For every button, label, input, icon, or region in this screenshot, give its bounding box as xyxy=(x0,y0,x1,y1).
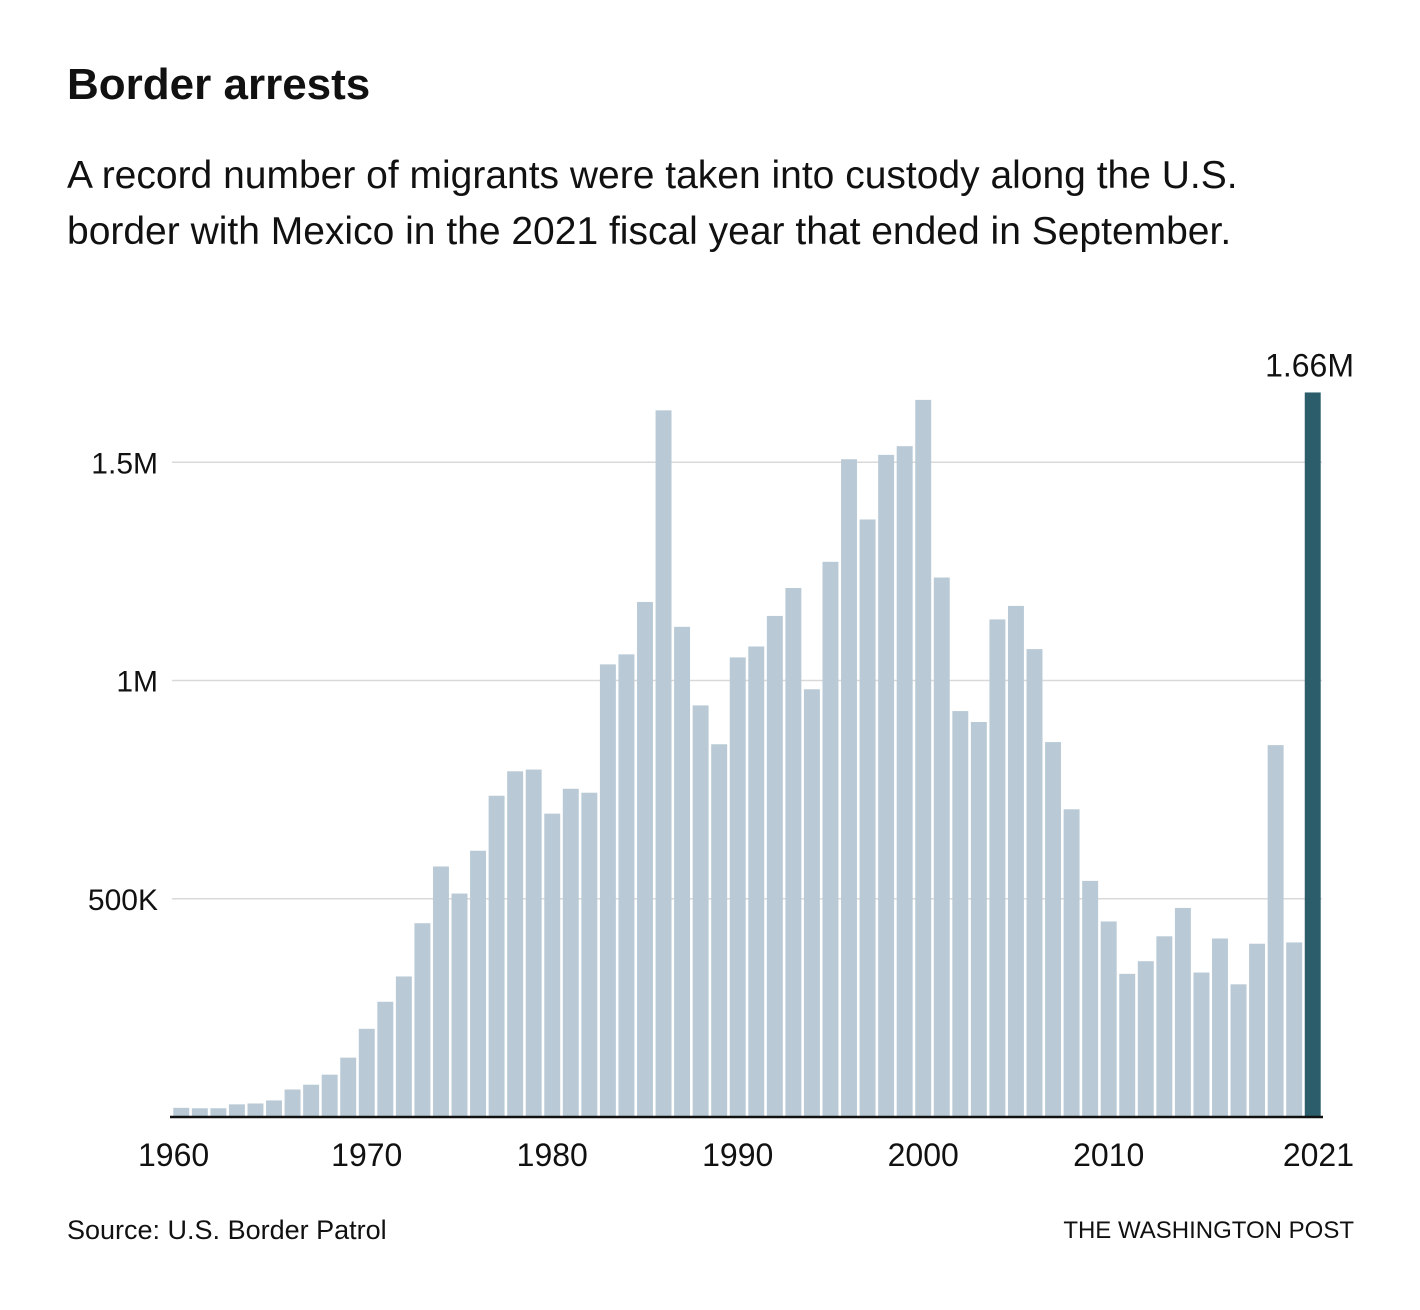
bar xyxy=(785,587,802,1117)
bar xyxy=(321,1074,338,1117)
y-tick-label: 1M xyxy=(116,666,158,699)
bar xyxy=(507,771,524,1117)
bar xyxy=(1045,742,1062,1117)
bar xyxy=(544,813,561,1117)
bar xyxy=(1267,745,1284,1117)
bar xyxy=(989,619,1006,1117)
bar xyxy=(729,657,746,1117)
bar xyxy=(1026,649,1043,1117)
bar xyxy=(766,615,783,1117)
bar xyxy=(933,577,950,1117)
bar xyxy=(599,664,616,1117)
bar xyxy=(970,721,987,1117)
bar xyxy=(1174,907,1191,1117)
bar xyxy=(173,1107,190,1117)
bar xyxy=(525,769,542,1117)
bar xyxy=(915,399,932,1118)
bar xyxy=(1212,938,1228,1117)
x-tick-label: 1960 xyxy=(138,1137,209,1173)
bar xyxy=(1193,972,1210,1117)
bar xyxy=(1063,809,1080,1117)
bar xyxy=(692,705,709,1117)
bar xyxy=(284,1089,301,1117)
bar xyxy=(637,601,653,1117)
bar xyxy=(859,519,876,1117)
bar xyxy=(303,1084,320,1117)
bar xyxy=(1156,936,1173,1117)
bar xyxy=(1249,943,1266,1117)
bar xyxy=(1137,961,1154,1117)
chart-title: Border arrests xyxy=(67,60,371,109)
publisher-credit: THE WASHINGTON POST xyxy=(1063,1217,1354,1244)
bar xyxy=(618,654,635,1117)
highlight-value-label: 1.66M xyxy=(1265,347,1354,383)
labels: 500K 1M 1.5M 1960 1970 1980 1990 2000 2010 2021 1.… xyxy=(88,347,1354,1173)
bar xyxy=(451,893,468,1117)
chart-subtitle: A record number of migrants were taken i… xyxy=(67,154,1238,253)
bar xyxy=(266,1100,282,1117)
bar xyxy=(878,454,895,1117)
x-tick-label: 1970 xyxy=(331,1137,402,1173)
bar xyxy=(1082,880,1099,1117)
y-tick-label: 1.5M xyxy=(91,447,158,480)
bar-chart: 500K 1M 1.5M 1960 1970 1980 1990 2000 2010 2021 1.… xyxy=(88,347,1354,1173)
bar xyxy=(674,626,691,1117)
bar xyxy=(896,446,913,1117)
bar xyxy=(340,1057,357,1117)
bar xyxy=(1230,984,1247,1117)
bar-highlight xyxy=(1304,392,1321,1117)
x-tick-label: 2000 xyxy=(888,1137,959,1173)
bar xyxy=(822,561,839,1117)
bars xyxy=(173,392,1321,1118)
x-tick-label: 2021 xyxy=(1283,1137,1354,1173)
bar xyxy=(228,1104,245,1117)
bar xyxy=(395,976,412,1117)
bar xyxy=(562,788,579,1117)
bar xyxy=(377,1001,394,1117)
bar xyxy=(711,744,728,1117)
x-tick-label: 1980 xyxy=(517,1137,588,1173)
bar xyxy=(1119,973,1136,1117)
bar xyxy=(655,410,672,1117)
gridlines xyxy=(172,461,1322,900)
bar xyxy=(1007,605,1024,1117)
bar xyxy=(581,792,598,1117)
bar xyxy=(470,850,487,1117)
y-tick-label: 500K xyxy=(88,884,158,917)
bar xyxy=(414,923,431,1117)
bar xyxy=(488,795,505,1117)
bar xyxy=(210,1108,227,1117)
bar xyxy=(247,1103,264,1117)
bar xyxy=(841,459,857,1117)
bar xyxy=(432,866,449,1117)
bar xyxy=(191,1108,208,1117)
bar xyxy=(358,1028,375,1117)
bar xyxy=(1100,921,1117,1117)
bar xyxy=(748,646,765,1117)
bar xyxy=(1286,942,1303,1117)
x-tick-label: 2010 xyxy=(1073,1137,1144,1173)
bar xyxy=(952,711,969,1117)
x-tick-label: 1990 xyxy=(702,1137,773,1173)
bar xyxy=(803,689,820,1117)
source-note: Source: U.S. Border Patrol xyxy=(67,1215,387,1245)
